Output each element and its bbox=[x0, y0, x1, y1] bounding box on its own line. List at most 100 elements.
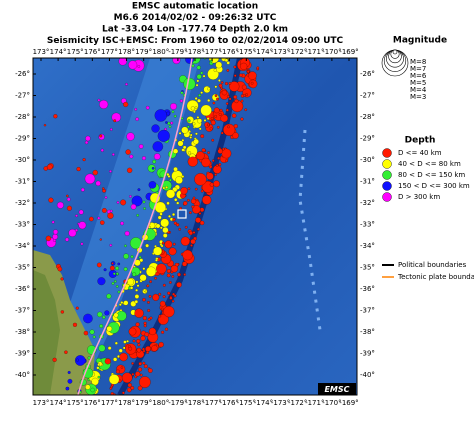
lon-label: 176° bbox=[84, 48, 101, 56]
quake-dot bbox=[158, 292, 162, 296]
quake-dot bbox=[145, 243, 149, 248]
quake-dot bbox=[226, 61, 230, 65]
quake-dot bbox=[246, 73, 250, 77]
quake-dot bbox=[115, 272, 119, 276]
quake-dot bbox=[131, 373, 135, 376]
quake-dot bbox=[239, 73, 243, 78]
quake-dot bbox=[209, 182, 214, 187]
quake-dot bbox=[189, 211, 192, 214]
quake-dot bbox=[57, 201, 64, 209]
lon-label: -174° bbox=[254, 399, 273, 407]
quake-dot bbox=[145, 105, 150, 110]
quake-dot bbox=[66, 205, 72, 211]
quake-dot bbox=[210, 117, 214, 120]
legend-label: D > 300 km bbox=[398, 193, 440, 201]
quake-dot bbox=[120, 199, 127, 206]
quake-dot bbox=[83, 330, 89, 336]
quake-dot bbox=[148, 327, 157, 336]
quake-dot bbox=[115, 266, 119, 271]
quake-dot bbox=[102, 315, 106, 319]
quake-dot bbox=[214, 94, 218, 98]
quake-dot bbox=[104, 358, 111, 365]
quake-dot bbox=[120, 366, 124, 369]
quake-dot bbox=[119, 352, 128, 362]
depth-swatch bbox=[382, 170, 392, 180]
magnitude-circle bbox=[392, 49, 398, 55]
quake-dot bbox=[80, 187, 85, 192]
lon-label: 173° bbox=[33, 48, 50, 56]
quake-dot bbox=[234, 98, 239, 104]
lon-label: -173° bbox=[271, 399, 290, 407]
seamounts bbox=[298, 129, 322, 331]
quake-dot bbox=[64, 350, 68, 354]
quake-dot bbox=[75, 214, 78, 218]
quake-dot bbox=[118, 58, 127, 66]
quake-dot bbox=[240, 99, 244, 103]
lon-label: 179° bbox=[135, 48, 152, 56]
lat-label: -34° bbox=[360, 242, 375, 250]
header-line: M6.6 2014/02/02 - 09:26:32 UTC bbox=[114, 13, 277, 23]
quake-dot bbox=[170, 121, 174, 125]
quake-dot bbox=[97, 363, 100, 367]
quake-dot bbox=[103, 268, 107, 272]
quake-dot bbox=[148, 295, 152, 298]
quake-dot bbox=[187, 199, 190, 202]
quake-dot bbox=[152, 141, 164, 152]
quake-dot bbox=[108, 374, 120, 385]
quake-dot bbox=[159, 212, 163, 216]
lat-label: -32° bbox=[360, 199, 375, 207]
quake-dot bbox=[171, 299, 175, 303]
quake-dot bbox=[136, 339, 141, 344]
quake-dot bbox=[189, 136, 192, 139]
quake-dot bbox=[123, 300, 129, 306]
quake-dot bbox=[121, 372, 133, 383]
quake-dot bbox=[197, 98, 201, 103]
quake-dot bbox=[218, 83, 223, 88]
lon-label: -176° bbox=[220, 399, 239, 407]
quake-dot bbox=[142, 156, 146, 161]
quake-dot bbox=[200, 134, 205, 138]
quake-dot bbox=[151, 167, 155, 170]
quake-dot bbox=[104, 196, 108, 199]
quake-dot bbox=[214, 173, 217, 176]
quake-dot bbox=[200, 104, 212, 116]
quake-dot bbox=[165, 186, 168, 189]
quake-dot bbox=[143, 364, 148, 369]
quake-dot bbox=[146, 284, 149, 288]
quake-dot bbox=[233, 124, 238, 129]
quake-dot bbox=[164, 240, 173, 249]
quake-dot bbox=[219, 108, 223, 112]
quake-dot bbox=[119, 303, 122, 307]
quake-dot bbox=[53, 229, 59, 235]
quake-dot bbox=[225, 159, 228, 163]
quake-dot bbox=[152, 159, 157, 164]
quake-dot bbox=[207, 99, 211, 102]
legend-label: D <= 40 km bbox=[398, 149, 442, 157]
quake-dot bbox=[153, 246, 162, 256]
quake-dot bbox=[157, 129, 170, 142]
quake-dot bbox=[144, 332, 150, 337]
quake-dot bbox=[226, 69, 230, 72]
lon-label: -178° bbox=[185, 48, 204, 56]
quake-dot bbox=[229, 81, 240, 92]
quake-dot bbox=[180, 91, 184, 95]
lat-label: -31° bbox=[15, 178, 30, 186]
lon-label: -178° bbox=[185, 399, 204, 407]
quake-dot bbox=[97, 98, 101, 102]
quake-dot bbox=[232, 132, 239, 139]
quake-dot bbox=[101, 208, 107, 213]
lat-label: -31° bbox=[360, 178, 375, 186]
quake-dot bbox=[115, 285, 119, 288]
lat-label: -33° bbox=[360, 221, 375, 229]
quake-dot bbox=[145, 346, 151, 352]
plate-boundary bbox=[77, 58, 193, 395]
quake-dot bbox=[128, 327, 137, 336]
lon-label: 180° bbox=[152, 399, 169, 407]
quake-dot bbox=[217, 125, 220, 129]
quake-dot bbox=[241, 84, 247, 90]
quake-dot bbox=[217, 156, 221, 160]
lat-label: -39° bbox=[360, 350, 375, 358]
header-line: Seismicity ISC+EMSC: From 1960 to 02/02/… bbox=[47, 36, 344, 46]
legend-title: Depth bbox=[405, 136, 436, 146]
legend-label: Political boundaries bbox=[398, 261, 467, 269]
